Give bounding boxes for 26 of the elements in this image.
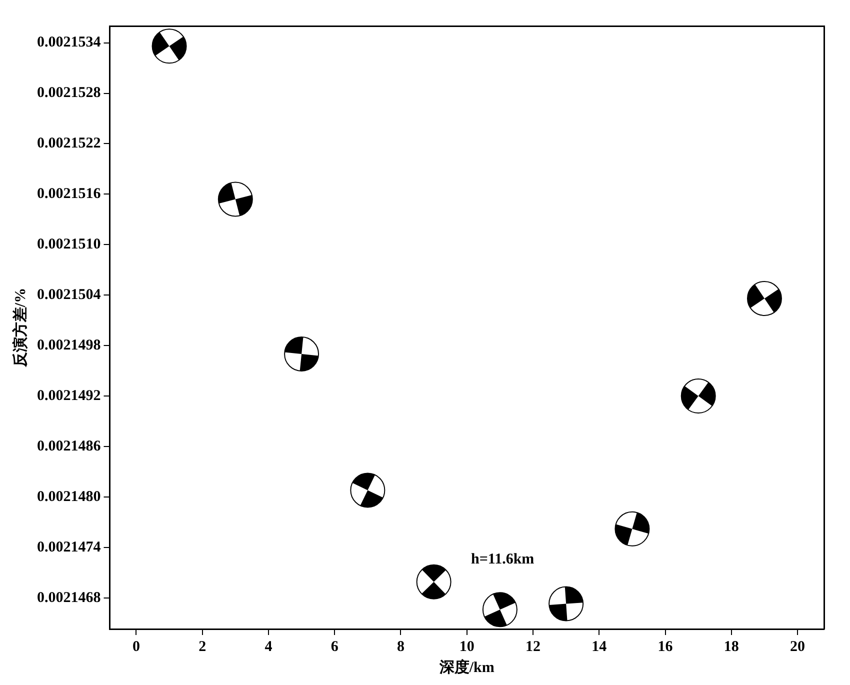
- x-tick-label: 0: [132, 638, 140, 655]
- x-tick-label: 16: [658, 638, 674, 655]
- annotation: h=11.6km: [471, 552, 535, 568]
- x-tick-label: 10: [459, 638, 474, 655]
- x-tick-label: 2: [198, 638, 206, 655]
- x-tick-label: 12: [526, 638, 541, 655]
- y-tick-label: 0.0021528: [37, 85, 101, 102]
- y-tick-label: 0.0021486: [37, 438, 102, 454]
- x-tick-label: 4: [264, 638, 273, 655]
- y-tick-label: 0.0021504: [37, 286, 102, 303]
- x-tick-label: 6: [330, 638, 339, 655]
- y-tick-label: 0.0021474: [37, 539, 102, 556]
- y-tick-label: 0.0021534: [37, 34, 102, 51]
- y-tick-label: 0.0021480: [37, 488, 101, 505]
- y-tick-label: 0.0021516: [37, 186, 102, 202]
- y-axis-title: 反演方差/%: [10, 288, 29, 368]
- x-tick-label: 20: [790, 638, 806, 655]
- x-tick-label: 14: [592, 638, 608, 655]
- y-tick-label: 0.0021510: [37, 236, 101, 253]
- x-tick-label: 18: [724, 638, 739, 655]
- x-axis-title: 深度/km: [438, 658, 495, 676]
- y-tick-label: 0.0021522: [37, 136, 101, 152]
- y-tick-label: 0.0021468: [37, 590, 101, 606]
- x-tick-label: 8: [396, 638, 404, 655]
- y-tick-label: 0.0021492: [37, 388, 101, 404]
- y-tick-label: 0.0021498: [37, 337, 101, 354]
